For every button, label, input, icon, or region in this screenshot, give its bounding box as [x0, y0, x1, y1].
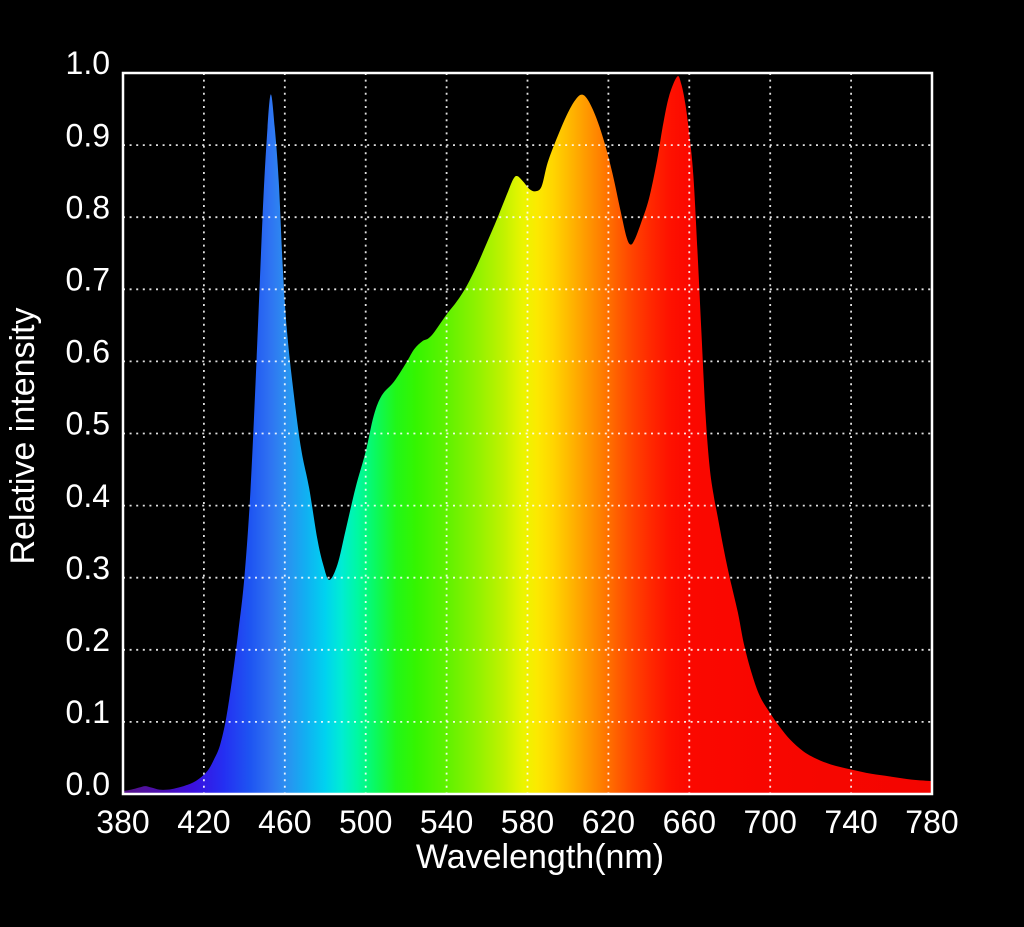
y-tick-label-0.4: 0.4 — [66, 478, 110, 514]
x-tick-label-420: 420 — [177, 804, 230, 840]
y-tick-label-0.8: 0.8 — [66, 189, 110, 225]
x-tick-label-740: 740 — [824, 804, 877, 840]
vertical-gridlines — [202, 73, 852, 794]
x-tick-label-500: 500 — [339, 804, 392, 840]
x-tick-label-660: 660 — [663, 804, 716, 840]
x-axis-tick-labels: 380 420 460 500 540 580 620 660 700 740 780 — [96, 804, 958, 840]
horizontal-gridlines — [123, 144, 932, 723]
y-tick-label-0.3: 0.3 — [66, 550, 110, 586]
x-tick-label-460: 460 — [258, 804, 311, 840]
y-tick-label-0.1: 0.1 — [66, 694, 110, 730]
spectrum-area-series — [123, 76, 932, 795]
x-tick-label-580: 580 — [501, 804, 554, 840]
x-axis-title: Wavelength(nm) — [416, 838, 664, 876]
y-axis-title: Relative intensity — [4, 307, 42, 564]
y-tick-label-0.5: 0.5 — [66, 406, 110, 442]
y-tick-label-0.6: 0.6 — [66, 334, 110, 370]
x-tick-label-780: 780 — [905, 804, 958, 840]
x-tick-label-620: 620 — [582, 804, 635, 840]
y-tick-label-0.0: 0.0 — [66, 766, 110, 802]
y-tick-label-0.7: 0.7 — [66, 262, 110, 298]
x-tick-label-700: 700 — [744, 804, 797, 840]
y-tick-label-0.9: 0.9 — [66, 117, 110, 153]
y-axis-tick-labels: 0.0 0.1 0.2 0.3 0.4 0.5 0.6 0.7 0.8 0.9 1.0 — [66, 45, 110, 802]
y-tick-label-0.2: 0.2 — [66, 622, 110, 658]
x-tick-label-540: 540 — [420, 804, 473, 840]
x-tick-label-380: 380 — [96, 804, 149, 840]
plot-border — [121, 71, 934, 796]
y-tick-label-1.0: 1.0 — [66, 45, 110, 81]
